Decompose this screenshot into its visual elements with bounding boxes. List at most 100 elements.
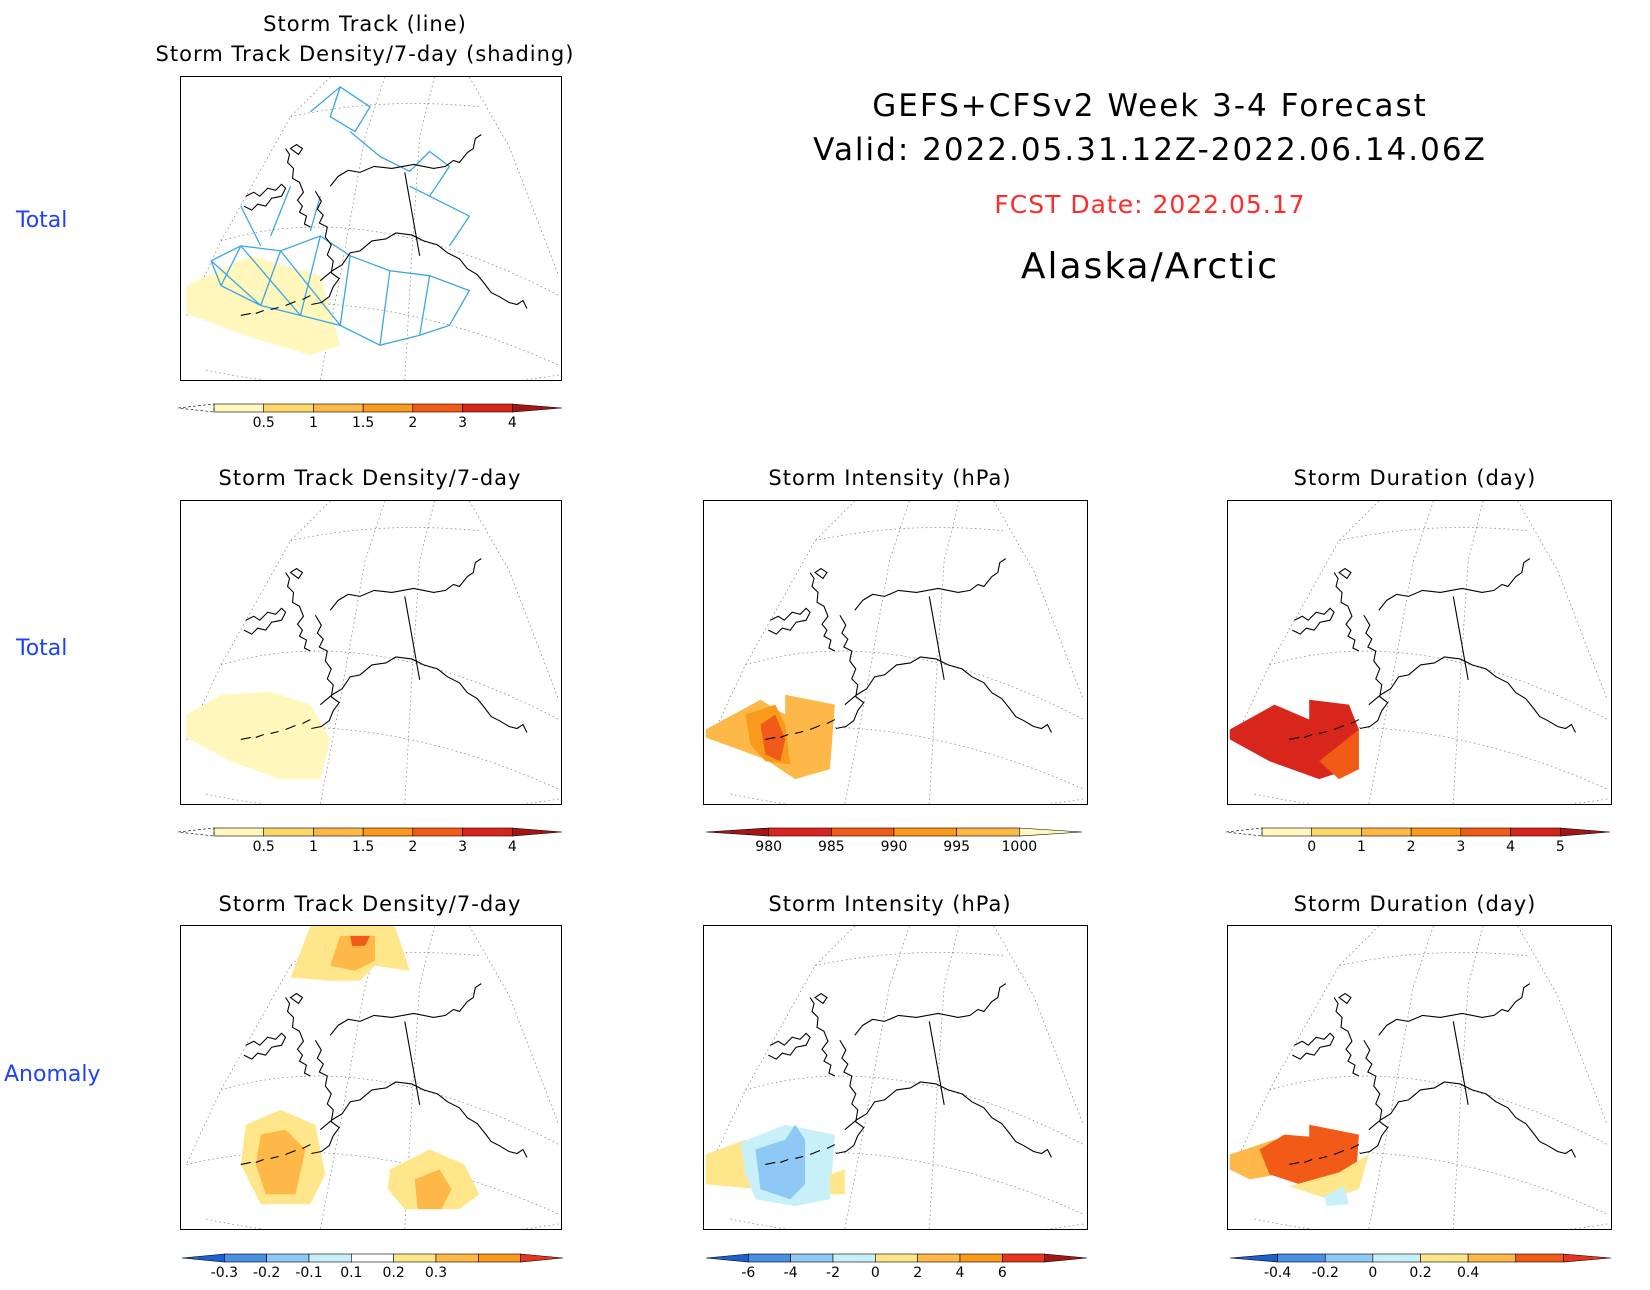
colorbar-swatch [313,827,364,837]
shaded-region [1324,1186,1349,1207]
colorbar-tick-label: 0 [1307,839,1316,855]
colorbar-tick-label: -6 [741,1265,755,1281]
map-density-total [180,500,562,805]
panel4-title: Storm Duration (day) [1293,466,1537,490]
map-canvas [1229,501,1608,804]
colorbar-swatch [478,1253,521,1263]
colorbar-tick-label: 5 [1556,839,1565,855]
valid-range: Valid: 2022.05.31.12Z-2022.06.14.06Z [813,132,1487,168]
colorbar-swatch [362,403,414,413]
shaded-region [414,1169,452,1210]
coastline [765,558,1052,740]
colorbar-tick-label: 0.2 [1409,1265,1431,1281]
colorbar-arrow [1044,1253,1088,1263]
colorbar-tick-label: 1.5 [352,839,374,855]
colorbar-tick-label: 995 [943,839,970,855]
colorbar-swatch [462,827,513,837]
map-canvas [1229,926,1608,1229]
colorbar-tick-label: 1 [309,839,318,855]
colorbar-arrow [511,403,563,413]
colorbar-swatch [1460,827,1511,837]
colorbar-tick-label: 4 [956,1265,965,1281]
graticule [1234,926,1608,1229]
colorbar-swatch [308,1253,352,1263]
colorbar-tick-label: 980 [755,839,782,855]
colorbar-tick-label: 2 [1407,839,1416,855]
colorbar-duration: 0 1 2 3 4 5 [1222,826,1622,860]
colorbar-tick-label: 4 [1506,839,1515,855]
shaded-region [350,935,371,946]
colorbar-tick-label: -0.2 [1312,1265,1339,1281]
colorbar-tick-label: -0.2 [253,1265,280,1281]
colorbar-tick-label: 0 [871,1265,880,1281]
forecast-title: GEFS+CFSv2 Week 3-4 Forecast [872,88,1428,124]
colorbar-swatch [362,827,414,837]
map-storm-track-total [180,76,562,381]
shaded-region [255,1129,306,1195]
colorbar-swatch [1510,827,1561,837]
colorbar-swatch [1410,827,1462,837]
map-canvas [705,926,1084,1229]
colorbar-lead [1225,827,1263,837]
colorbar-swatch [266,1253,310,1263]
map-canvas [705,501,1084,804]
coastline [1289,983,1576,1165]
colorbar-tick-label: 2 [408,415,417,431]
colorbar-swatch [1002,1253,1045,1263]
colorbar-tick-label: 2 [913,1265,922,1281]
colorbar-swatch [748,1253,791,1263]
map-intensity-anomaly [703,925,1088,1230]
colorbar-swatch [1467,1253,1517,1263]
map-canvas [185,926,560,1229]
colorbar-swatch [917,1253,961,1263]
colorbar-arrow [1559,827,1611,837]
panel1-title-line2: Storm Track Density/7-day (shading) [155,42,575,66]
coastline [240,134,528,316]
colorbar-tick-label: 3 [458,415,467,431]
colorbar-swatch [393,1253,437,1263]
colorbar-swatch [313,403,364,413]
colorbar-swatch [213,403,265,413]
colorbar-swatch [412,827,463,837]
graticule [185,77,560,380]
colorbar-swatch [1311,827,1362,837]
fcst-date: FCST Date: 2022.05.17 [994,190,1306,219]
graticule [710,501,1084,804]
panel6-title: Storm Intensity (hPa) [768,892,1012,916]
row-label-total-middle: Total [16,636,68,661]
colorbar-arrow [1019,827,1083,837]
colorbar-swatch [832,1253,876,1263]
colorbar-density-top: 0.5 1 1.5 2 3 4 [174,402,574,436]
shaded-region [186,691,331,780]
colorbar-tick-label: 4 [508,839,517,855]
graticule [185,501,560,804]
panel2-title: Storm Track Density/7-day [218,466,522,490]
colorbar-tick-label: 985 [818,839,845,855]
colorbar-tick-label: 6 [998,1265,1007,1281]
row-label-anomaly: Anomaly [4,1062,101,1087]
colorbar-lead [177,403,215,413]
map-canvas [185,77,560,380]
colorbar-tick-label: 0.5 [253,415,275,431]
colorbar-anom-duration: -0.4 -0.2 0 0.2 0.4 [1218,1252,1623,1281]
coastline [240,983,528,1165]
colorbar-arrow [1563,1253,1612,1263]
colorbar-arrow [520,1253,564,1263]
colorbar-tick-label: 0.3 [425,1265,447,1281]
panel1-title-line1: Storm Track (line) [263,12,467,36]
map-canvas [185,501,560,804]
colorbar-anom-intensity: -6 -4 -2 0 2 4 6 [694,1252,1099,1281]
colorbar-swatch [224,1253,267,1263]
shaded-region [1319,729,1359,780]
colorbar-lead [177,827,215,837]
colorbar-tick-label: 1.5 [352,415,374,431]
coastline [1289,558,1576,740]
colorbar-swatch [1420,1253,1469,1263]
colorbar-tick-label: 3 [1456,839,1465,855]
colorbar-arrow [705,1253,749,1263]
map-intensity-total [703,500,1088,805]
colorbar-tick-label: 990 [881,839,908,855]
colorbar-tick-label: 4 [508,415,517,431]
colorbar-tick-label: -2 [826,1265,840,1281]
colorbar-swatch [768,827,832,837]
